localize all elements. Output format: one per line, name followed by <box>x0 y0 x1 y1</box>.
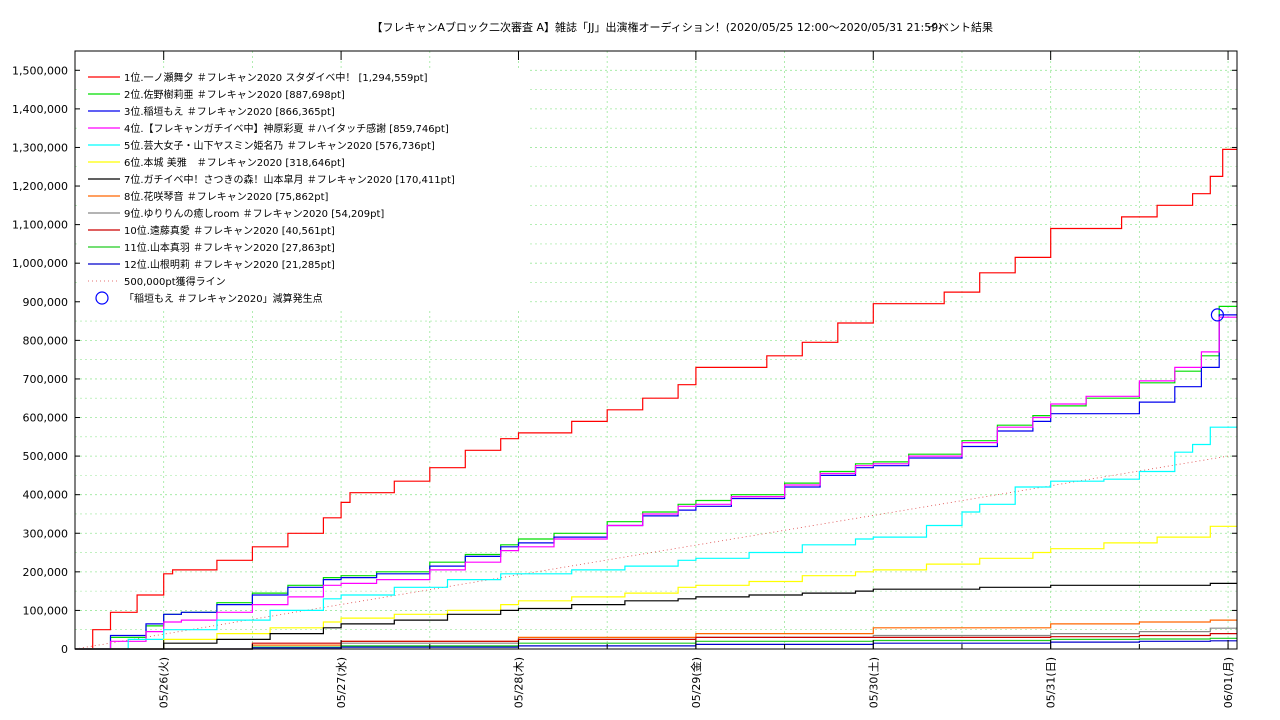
series-line-11 <box>75 637 1237 650</box>
legend-label: 9位.ゆりりんの癒しroom ＃フレキャン2020 [54,209pt] <box>124 207 384 220</box>
legend-label: 1位.一ノ瀬舞夕 ＃フレキャン2020 スタダイベ中！ [1,294,559pt… <box>124 71 428 84</box>
legend-label-annotation: 「稲垣もえ ＃フレキャン2020」減算発生点 <box>124 292 323 305</box>
x-tick-label: 05/26(火) <box>158 657 171 708</box>
y-tick-label: 500,000 <box>23 450 69 463</box>
axes: 0 100,000 200,000 300,000 400,000 500,000 600,… <box>12 51 1237 708</box>
reference-line-500k <box>74 455 1229 650</box>
reference-line <box>74 455 1229 650</box>
series-line-12 <box>75 640 1237 650</box>
y-tick-label: 1,100,000 <box>12 219 68 232</box>
x-tick-label: 05/31(日) <box>1045 657 1058 708</box>
y-tick-label: 900,000 <box>23 296 69 309</box>
chart-title: 【フレキャンAブロック二次審査 A】雑誌「JJ」出演権オーディション！(2020… <box>371 20 942 34</box>
series-line-6 <box>75 525 1238 650</box>
y-tick-label: 0 <box>61 643 68 656</box>
legend-label: 5位.芸大女子・山下ヤスミン姫名乃 ＃フレキャン2020 [576,736pt] <box>124 139 435 152</box>
series-line-5 <box>75 426 1238 650</box>
legend-label: 3位.稲垣もえ ＃フレキャン2020 [866,365pt] <box>124 105 335 118</box>
series-line-2 <box>75 305 1237 650</box>
x-tick-label: 05/30(土) <box>867 657 880 708</box>
legend-label: 11位.山本真羽 ＃フレキャン2020 [27,863pt] <box>124 241 335 254</box>
x-tick-label: 06/01(月) <box>1222 657 1235 708</box>
x-tick-label: 05/28(木) <box>512 657 525 708</box>
y-tick-label: 700,000 <box>23 373 69 386</box>
legend-label: 4位.【フレキャンガチイベ中】神原彩夏 ＃ハイタッチ感謝 [859,746pt] <box>124 122 449 135</box>
legend: 1位.一ノ瀬舞夕 ＃フレキャン2020 スタダイベ中！ [1,294,559pt… <box>80 68 530 310</box>
legend-label: 7位.ガチイベ中！さつきの森！山本皐月 ＃フレキャン2020 [170,411p… <box>124 173 455 186</box>
y-tick-label: 1,000,000 <box>12 257 68 270</box>
series-line-8 <box>75 619 1238 650</box>
chart-title-suffix: イベント結果 <box>927 20 993 34</box>
series-line-4 <box>75 316 1237 650</box>
y-tick-label: 600,000 <box>23 412 69 425</box>
legend-label: 8位.花咲琴音 ＃フレキャン2020 [75,862pt] <box>124 190 329 203</box>
y-tick-label: 100,000 <box>23 604 69 617</box>
legend-swatch-annotation <box>95 291 109 305</box>
y-tick-label: 300,000 <box>23 527 69 540</box>
legend-label: 10位.遠藤真愛 ＃フレキャン2020 [40,561pt] <box>124 224 335 237</box>
y-tick-label: 1,400,000 <box>12 103 68 116</box>
series-line-10 <box>75 633 1238 650</box>
series-line-3 <box>75 314 1237 650</box>
deduction-point-marker <box>1210 308 1225 322</box>
x-tick-label: 05/29(金) <box>689 657 703 708</box>
legend-label: 6位.本城 美雅 ＃フレキャン2020 [318,646pt] <box>124 156 345 169</box>
series-group <box>75 148 1238 650</box>
legend-label: 2位.佐野樹莉亜 ＃フレキャン2020 [887,698pt] <box>124 88 345 101</box>
series-line-1 <box>75 148 1237 650</box>
y-tick-label: 1,500,000 <box>12 64 68 77</box>
legend-box <box>80 68 530 310</box>
plot-frame <box>74 50 1238 650</box>
y-tick-label: 1,300,000 <box>12 141 68 154</box>
series-line-7 <box>75 582 1238 650</box>
y-tick-label: 1,200,000 <box>12 180 68 193</box>
y-tick-label: 400,000 <box>23 489 69 502</box>
y-tick-label: 800,000 <box>23 334 69 347</box>
legend-label: 12位.山根明莉 ＃フレキャン2020 [21,285pt] <box>124 258 335 271</box>
legend-label-reference: 500,000pt獲得ライン <box>124 275 226 288</box>
annotation-group <box>1210 308 1225 322</box>
x-tick-label: 05/27(水) <box>335 657 348 708</box>
y-tick-label: 200,000 <box>23 566 69 579</box>
